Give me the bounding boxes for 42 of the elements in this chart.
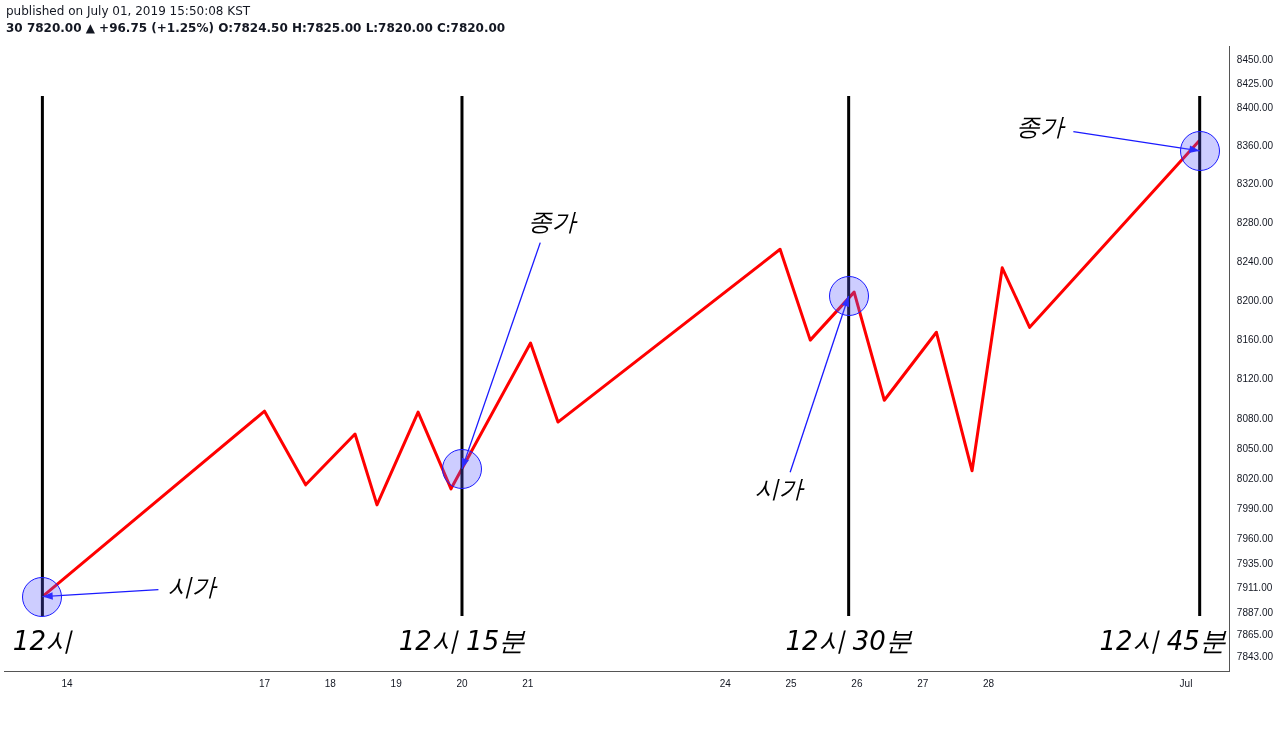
x-tick-label: 17 [258, 677, 271, 689]
y-tick-label: 8240.00 [1236, 255, 1274, 267]
x-tick-label: 27 [917, 677, 929, 689]
y-tick-label: 8080.00 [1236, 412, 1274, 424]
x-tick-label: 28 [982, 677, 995, 689]
y-tick-label: 8360.00 [1236, 139, 1274, 151]
y-tick-label: 7935.00 [1236, 557, 1274, 569]
y-tick-label: 7911.00 [1236, 582, 1273, 594]
x-tick-label: 25 [785, 677, 798, 689]
ref-line-label: 12시 [12, 625, 73, 656]
y-tick-label: 7887.00 [1236, 606, 1274, 618]
annotation: 종가 [1015, 113, 1066, 142]
y-tick-label: 8400.00 [1236, 101, 1274, 113]
y-tick-label: 7843.00 [1236, 651, 1274, 663]
y-tick-label: 8425.00 [1236, 77, 1274, 89]
annotation: 시가 [754, 475, 805, 504]
y-tick-label: 8200.00 [1236, 294, 1274, 306]
x-tick-label: 24 [719, 677, 732, 689]
x-tick-label: 20 [456, 677, 468, 689]
x-tick-label: 26 [851, 677, 863, 689]
x-tick-label: 21 [522, 677, 534, 689]
annotation: 종가 [527, 208, 578, 237]
y-tick-label: 8050.00 [1236, 442, 1274, 454]
y-tick-label: 8160.00 [1236, 333, 1274, 345]
y-tick-label: 8450.00 [1236, 53, 1274, 65]
y-tick-label: 7960.00 [1236, 532, 1274, 544]
y-tick-label: 8120.00 [1236, 373, 1274, 385]
x-tick-label: 18 [324, 677, 337, 689]
x-tick-label: 14 [61, 677, 74, 689]
chart-title: published on July 01, 2019 15:50:08 KST [5, 3, 252, 20]
ref-line-label: 12시 45분 [1099, 625, 1227, 656]
chart-subtitle: 30 7820.00 ▲ +96.75 (+1.25%) O:7824.50 H:7825.00 L:7820.00 C:7820.00 [5, 20, 507, 37]
y-tick-label: 7990.00 [1236, 502, 1274, 514]
y-tick-label: 8320.00 [1236, 178, 1274, 190]
y-tick-label: 8020.00 [1236, 472, 1274, 484]
x-tick-label: Jul [1179, 677, 1193, 689]
y-tick-label: 8280.00 [1236, 216, 1274, 228]
annotation: 시가 [168, 572, 219, 601]
y-tick-label: 7865.00 [1236, 629, 1274, 640]
ref-line-label: 12시 30분 [785, 625, 913, 656]
ref-line-label: 12시 15분 [398, 625, 527, 656]
x-tick-label: 19 [390, 677, 403, 689]
